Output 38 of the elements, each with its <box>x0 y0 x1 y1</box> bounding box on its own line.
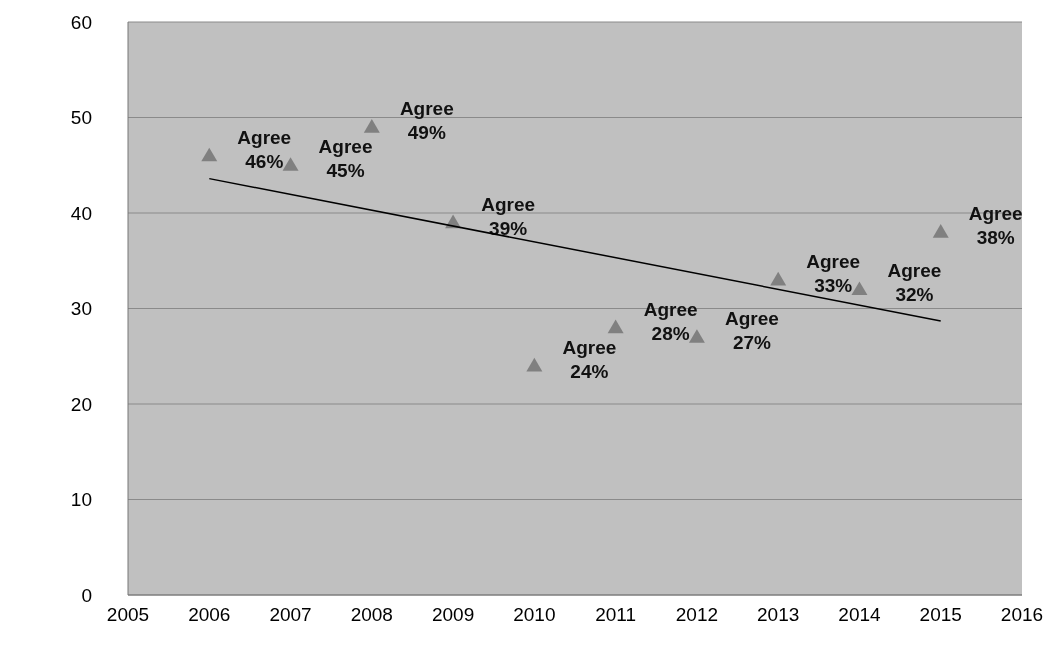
x-tick-label: 2010 <box>513 604 556 625</box>
data-label: Agree 27% <box>724 308 779 354</box>
point <box>282 157 299 171</box>
point <box>201 147 218 162</box>
x-tick-label: 2013 <box>757 604 800 625</box>
point <box>526 357 543 372</box>
y-tick-label: 0 <box>81 584 92 606</box>
x-tick-label: 2006 <box>188 604 231 625</box>
x-tick-label: 2016 <box>1000 604 1044 625</box>
data-label: Agree 45% <box>318 136 373 182</box>
x-tick-label: 2011 <box>595 604 637 625</box>
data-label: Agree 38% <box>968 203 1023 249</box>
point <box>851 281 868 295</box>
x-tick-label: 2007 <box>269 604 312 625</box>
data-label: Agree 33% <box>806 250 861 296</box>
x-tick-label: 2012 <box>675 604 719 625</box>
x-tick-label: 2009 <box>431 604 475 625</box>
x-tick-label: 2008 <box>350 604 393 625</box>
data-label: Agree 28% <box>643 298 698 344</box>
y-tick-label: 40 <box>70 202 92 224</box>
y-tick-label: 30 <box>70 298 92 320</box>
point <box>607 319 624 334</box>
point <box>363 119 380 133</box>
y-tick-label: 10 <box>70 489 92 511</box>
point <box>932 224 949 238</box>
point <box>770 271 787 286</box>
point <box>688 329 705 343</box>
data-label: Agree 46% <box>237 126 292 172</box>
data-label: Agree 32% <box>887 260 942 306</box>
x-tick-label: 2015 <box>919 604 962 625</box>
data-label: Agree 49% <box>399 98 454 144</box>
x-tick-label: 2014 <box>838 604 882 625</box>
data-label: Agree 39% <box>481 193 536 239</box>
x-tick-label: 2005 <box>106 604 150 625</box>
data-label: Agree 24% <box>562 336 617 382</box>
y-tick-label: 20 <box>70 393 92 415</box>
y-tick-label: 60 <box>70 11 92 33</box>
y-tick-label: 50 <box>70 107 92 129</box>
